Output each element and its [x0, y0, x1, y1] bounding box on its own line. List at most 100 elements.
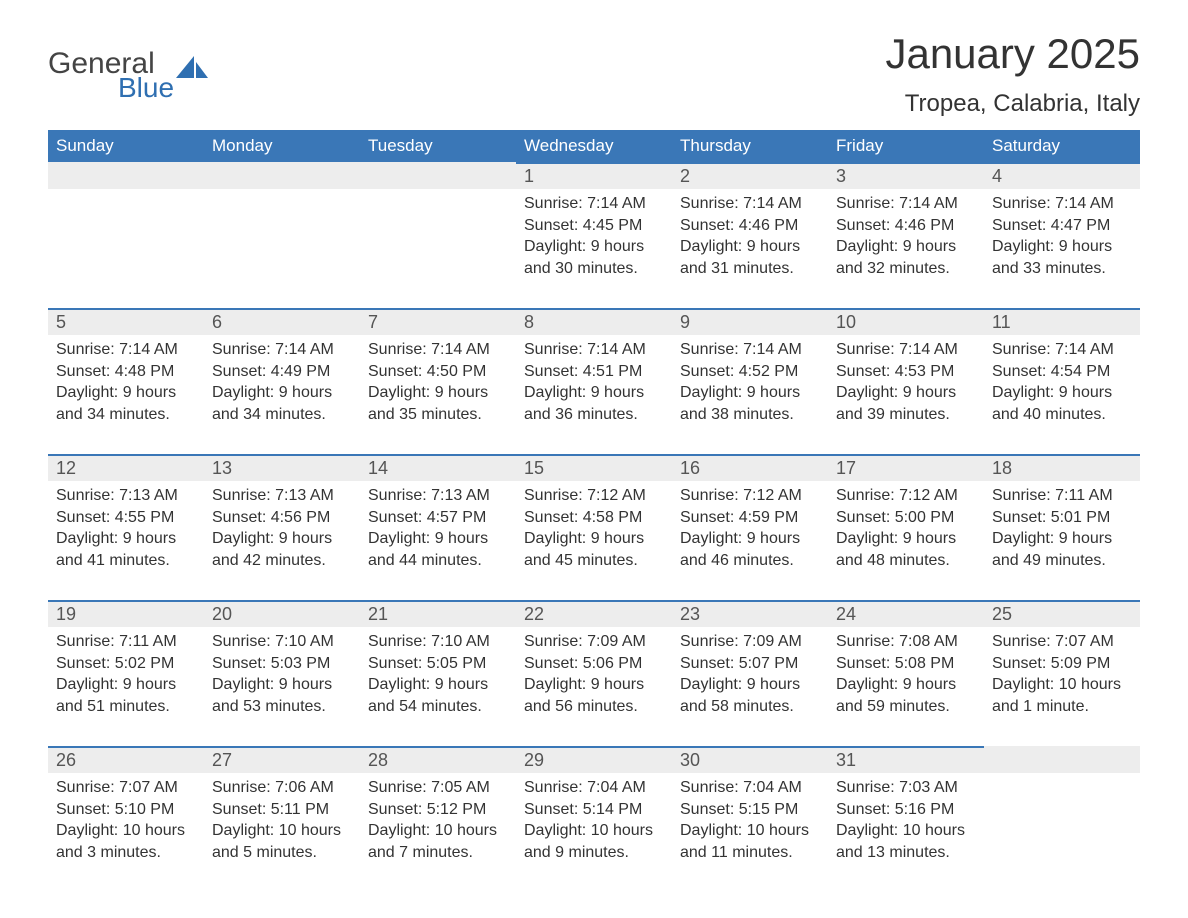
location: Tropea, Calabria, Italy — [885, 90, 1140, 118]
day-line: Sunrise: 7:05 AM — [368, 777, 508, 799]
day-line: Sunset: 5:00 PM — [836, 507, 976, 529]
day-content-row: Sunrise: 7:14 AMSunset: 4:45 PMDaylight:… — [48, 189, 1140, 285]
day-line: and 3 minutes. — [56, 842, 196, 864]
day-line: Sunrise: 7:12 AM — [524, 485, 664, 507]
month-title: January 2025 — [885, 30, 1140, 78]
day-line: Sunset: 5:02 PM — [56, 653, 196, 675]
day-line: Sunset: 5:03 PM — [212, 653, 352, 675]
day-header-friday: Friday — [828, 130, 984, 163]
sail-icon — [176, 56, 210, 84]
day-line: and 35 minutes. — [368, 404, 508, 426]
day-number-cell: 28 — [360, 747, 516, 773]
day-content-cell: Sunrise: 7:08 AMSunset: 5:08 PMDaylight:… — [828, 627, 984, 723]
day-line: Sunrise: 7:14 AM — [836, 193, 976, 215]
day-line: Daylight: 9 hours — [368, 528, 508, 550]
week-separator-cell — [48, 431, 1140, 455]
daynum-row: 12131415161718 — [48, 455, 1140, 481]
day-line: and 40 minutes. — [992, 404, 1132, 426]
day-line: Sunset: 5:10 PM — [56, 799, 196, 821]
week-separator — [48, 285, 1140, 309]
day-line: Daylight: 10 hours — [836, 820, 976, 842]
day-line: and 11 minutes. — [680, 842, 820, 864]
day-line: Daylight: 9 hours — [992, 382, 1132, 404]
week-separator-cell — [48, 285, 1140, 309]
day-content-cell: Sunrise: 7:05 AMSunset: 5:12 PMDaylight:… — [360, 773, 516, 869]
day-line: Sunrise: 7:14 AM — [212, 339, 352, 361]
day-line: Daylight: 9 hours — [680, 528, 820, 550]
day-line: Sunset: 4:56 PM — [212, 507, 352, 529]
day-number-cell: 15 — [516, 455, 672, 481]
day-line: Daylight: 9 hours — [212, 528, 352, 550]
day-line: and 39 minutes. — [836, 404, 976, 426]
day-line: Sunrise: 7:13 AM — [212, 485, 352, 507]
day-line: and 49 minutes. — [992, 550, 1132, 572]
day-line: Daylight: 10 hours — [56, 820, 196, 842]
day-line: and 45 minutes. — [524, 550, 664, 572]
day-line: and 7 minutes. — [368, 842, 508, 864]
day-line: Sunset: 4:45 PM — [524, 215, 664, 237]
day-content-cell: Sunrise: 7:03 AMSunset: 5:16 PMDaylight:… — [828, 773, 984, 869]
day-line: Sunrise: 7:11 AM — [992, 485, 1132, 507]
day-line: Daylight: 9 hours — [212, 382, 352, 404]
day-number-cell: 6 — [204, 309, 360, 335]
day-line: Daylight: 9 hours — [524, 674, 664, 696]
day-line: Sunset: 5:09 PM — [992, 653, 1132, 675]
day-number-cell: 29 — [516, 747, 672, 773]
day-number-cell: 21 — [360, 601, 516, 627]
day-line: Daylight: 9 hours — [56, 382, 196, 404]
day-content-cell: Sunrise: 7:11 AMSunset: 5:02 PMDaylight:… — [48, 627, 204, 723]
day-line: Daylight: 9 hours — [368, 674, 508, 696]
day-line: Sunrise: 7:09 AM — [680, 631, 820, 653]
day-line: and 30 minutes. — [524, 258, 664, 280]
day-line: Daylight: 10 hours — [212, 820, 352, 842]
day-number-cell: 14 — [360, 455, 516, 481]
day-line: and 34 minutes. — [212, 404, 352, 426]
day-line: Sunrise: 7:14 AM — [992, 339, 1132, 361]
logo-text: General Blue — [48, 50, 174, 101]
day-line: Daylight: 9 hours — [836, 236, 976, 258]
day-line: Sunrise: 7:14 AM — [368, 339, 508, 361]
day-number-cell: 9 — [672, 309, 828, 335]
day-number-cell: 2 — [672, 163, 828, 189]
day-content-cell: Sunrise: 7:12 AMSunset: 4:59 PMDaylight:… — [672, 481, 828, 577]
title-block: January 2025 Tropea, Calabria, Italy — [885, 30, 1140, 118]
day-line: Sunset: 5:15 PM — [680, 799, 820, 821]
day-line: Sunset: 4:54 PM — [992, 361, 1132, 383]
day-line: Sunset: 4:49 PM — [212, 361, 352, 383]
day-line: Sunrise: 7:04 AM — [680, 777, 820, 799]
day-number-cell: 1 — [516, 163, 672, 189]
day-content-cell: Sunrise: 7:14 AMSunset: 4:47 PMDaylight:… — [984, 189, 1140, 285]
day-content-cell — [984, 773, 1140, 869]
day-content-cell: Sunrise: 7:07 AMSunset: 5:10 PMDaylight:… — [48, 773, 204, 869]
day-line: Sunset: 5:05 PM — [368, 653, 508, 675]
day-content-cell: Sunrise: 7:06 AMSunset: 5:11 PMDaylight:… — [204, 773, 360, 869]
week-separator — [48, 577, 1140, 601]
day-content-cell: Sunrise: 7:10 AMSunset: 5:05 PMDaylight:… — [360, 627, 516, 723]
day-number-cell: 3 — [828, 163, 984, 189]
day-line: Sunrise: 7:14 AM — [524, 193, 664, 215]
day-line: Daylight: 10 hours — [368, 820, 508, 842]
day-line: Sunset: 4:51 PM — [524, 361, 664, 383]
day-line: and 51 minutes. — [56, 696, 196, 718]
day-line: Sunset: 5:08 PM — [836, 653, 976, 675]
calendar-body: 1234Sunrise: 7:14 AMSunset: 4:45 PMDayli… — [48, 163, 1140, 869]
day-header-thursday: Thursday — [672, 130, 828, 163]
day-line: Sunrise: 7:12 AM — [836, 485, 976, 507]
day-number-cell: 7 — [360, 309, 516, 335]
day-line: Sunset: 4:46 PM — [680, 215, 820, 237]
day-line: Daylight: 10 hours — [992, 674, 1132, 696]
day-number-cell — [204, 163, 360, 189]
daynum-row: 262728293031 — [48, 747, 1140, 773]
day-number-cell: 10 — [828, 309, 984, 335]
day-line: and 9 minutes. — [524, 842, 664, 864]
day-content-cell: Sunrise: 7:14 AMSunset: 4:46 PMDaylight:… — [672, 189, 828, 285]
week-separator — [48, 431, 1140, 455]
day-content-cell — [360, 189, 516, 285]
day-number-cell: 11 — [984, 309, 1140, 335]
day-line: Sunset: 5:12 PM — [368, 799, 508, 821]
daynum-row: 567891011 — [48, 309, 1140, 335]
day-line: Sunset: 4:52 PM — [680, 361, 820, 383]
day-line: Daylight: 9 hours — [836, 382, 976, 404]
day-line: Daylight: 9 hours — [992, 236, 1132, 258]
day-line: Sunrise: 7:11 AM — [56, 631, 196, 653]
